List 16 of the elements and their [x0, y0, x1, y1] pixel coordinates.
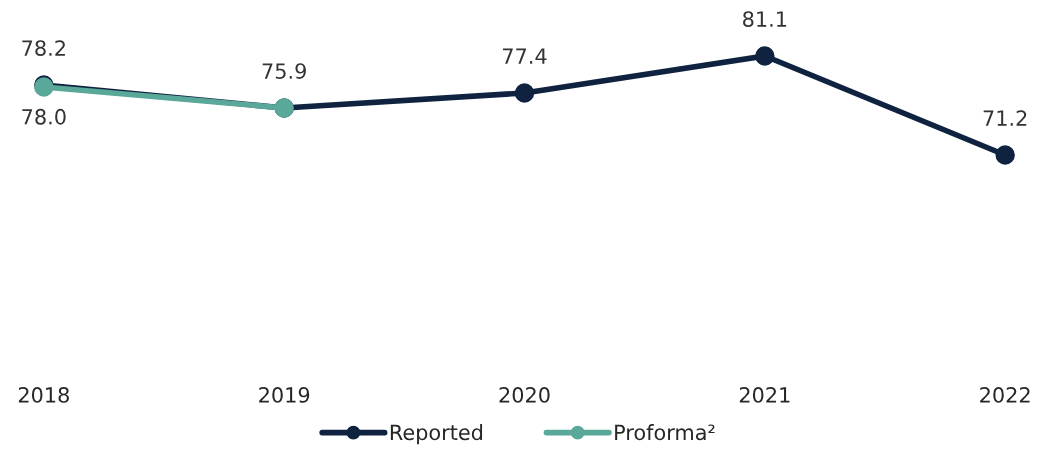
x-tick-label: 2020 — [499, 387, 550, 403]
data-label: 77.4 — [503, 48, 547, 64]
legend-label: Proforma² — [615, 424, 715, 441]
legend-label: Reported — [390, 424, 483, 445]
data-label: 78.2 — [22, 40, 65, 56]
x-tick-label: 2018 — [18, 387, 69, 403]
data-label: 75.9 — [262, 63, 306, 79]
x-tick-label: 2022 — [980, 387, 1030, 403]
x-tick-label: 2021 — [739, 387, 790, 403]
x-tick-label: 2019 — [259, 387, 310, 403]
data-label: 71.2 — [983, 110, 1027, 126]
point — [514, 83, 535, 103]
data-label: 78.0 — [22, 108, 66, 125]
point — [755, 46, 775, 66]
point — [995, 145, 1015, 165]
data-label: 81.1 — [743, 11, 787, 27]
